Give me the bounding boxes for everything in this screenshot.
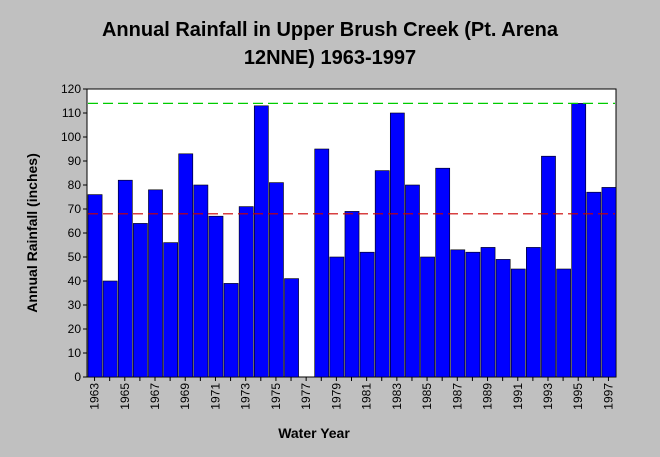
bar-1992 [526, 247, 541, 378]
bar-1981 [359, 251, 375, 378]
x-tick-label-1979: 1979 [329, 383, 343, 410]
bar-1965 [117, 179, 133, 378]
bar-1996 [586, 191, 602, 378]
bar-1973 [238, 206, 254, 378]
x-tick-label-1973: 1973 [239, 383, 253, 410]
x-tick-label-1997: 1997 [601, 383, 615, 410]
bar-1997 [601, 187, 617, 378]
y-axis-label: Annual Rainfall (inches) [24, 153, 40, 312]
y-tick-label-80: 80 [68, 178, 82, 192]
bar-1991 [510, 268, 526, 378]
x-tick-label-1975: 1975 [269, 383, 283, 410]
chart-title-line-2: 12NNE) 1963-1997 [244, 47, 416, 69]
y-tick-label-20: 20 [68, 322, 82, 336]
y-tick-label-10: 10 [68, 346, 82, 360]
y-tick-label-110: 110 [62, 106, 81, 120]
bar-1988 [465, 251, 481, 378]
bar-1986 [435, 167, 451, 378]
y-axis: 0 10 20 30 40 50 60 70 80 90 100 110 120 [61, 82, 87, 384]
bar-1976 [284, 278, 299, 378]
x-tick-label-1971: 1971 [208, 383, 222, 410]
bar-1985 [420, 256, 435, 378]
bar-1978 [314, 148, 330, 378]
x-tick-label-1963: 1963 [88, 383, 102, 410]
x-tick-label-1977: 1977 [299, 383, 313, 410]
bar-1994 [556, 268, 571, 378]
bar-1975 [269, 182, 284, 378]
y-tick-label-120: 120 [61, 82, 81, 96]
x-tick-label-1995: 1995 [571, 383, 585, 410]
y-tick-label-30: 30 [68, 298, 82, 312]
bar-1968 [163, 242, 178, 378]
chart-title-line-1: Annual Rainfall in Upper Brush Creek (Pt… [102, 19, 559, 41]
x-tick-label-1969: 1969 [178, 383, 192, 410]
x-tick-label-1987: 1987 [450, 383, 464, 410]
bar-1980 [344, 211, 360, 378]
bar-1967 [148, 189, 163, 378]
y-tick-label-50: 50 [68, 250, 82, 264]
y-tick-label-0: 0 [74, 370, 81, 384]
bar-1987 [450, 249, 466, 378]
bar-1982 [374, 170, 390, 378]
bar-1966 [133, 223, 148, 378]
bars-layer [87, 103, 617, 378]
y-tick-label-70: 70 [68, 202, 82, 216]
y-tick-label-100: 100 [61, 130, 81, 144]
bar-1974 [253, 105, 269, 378]
x-tick-label-1967: 1967 [148, 383, 162, 410]
x-axis-label: Water Year [278, 425, 350, 441]
x-tick-label-1989: 1989 [481, 383, 495, 410]
bar-1963 [87, 194, 103, 378]
y-tick-label-90: 90 [68, 154, 82, 168]
bar-1990 [495, 259, 511, 378]
x-tick-label-1993: 1993 [541, 383, 555, 410]
x-tick-label-1985: 1985 [420, 383, 434, 410]
bar-1995 [571, 103, 587, 378]
x-tick-label-1965: 1965 [118, 383, 132, 410]
reference-lines-layer [88, 102, 615, 215]
bar-1969 [178, 153, 194, 378]
bar-1979 [329, 256, 345, 378]
y-tick-label-40: 40 [68, 274, 82, 288]
bar-1972 [223, 283, 239, 378]
x-tick-label-1983: 1983 [390, 383, 404, 410]
y-tick-label-60: 60 [68, 226, 82, 240]
bar-1971 [208, 215, 224, 378]
bar-1993 [541, 155, 556, 378]
x-axis: 1963 1965 1967 1969 1971 1973 1975 1977 1979 1981… [88, 377, 615, 410]
bar-1989 [480, 247, 496, 378]
bar-1983 [389, 112, 405, 378]
x-tick-label-1981: 1981 [360, 383, 374, 410]
x-tick-label-1991: 1991 [511, 383, 525, 410]
bar-1964 [102, 280, 118, 378]
